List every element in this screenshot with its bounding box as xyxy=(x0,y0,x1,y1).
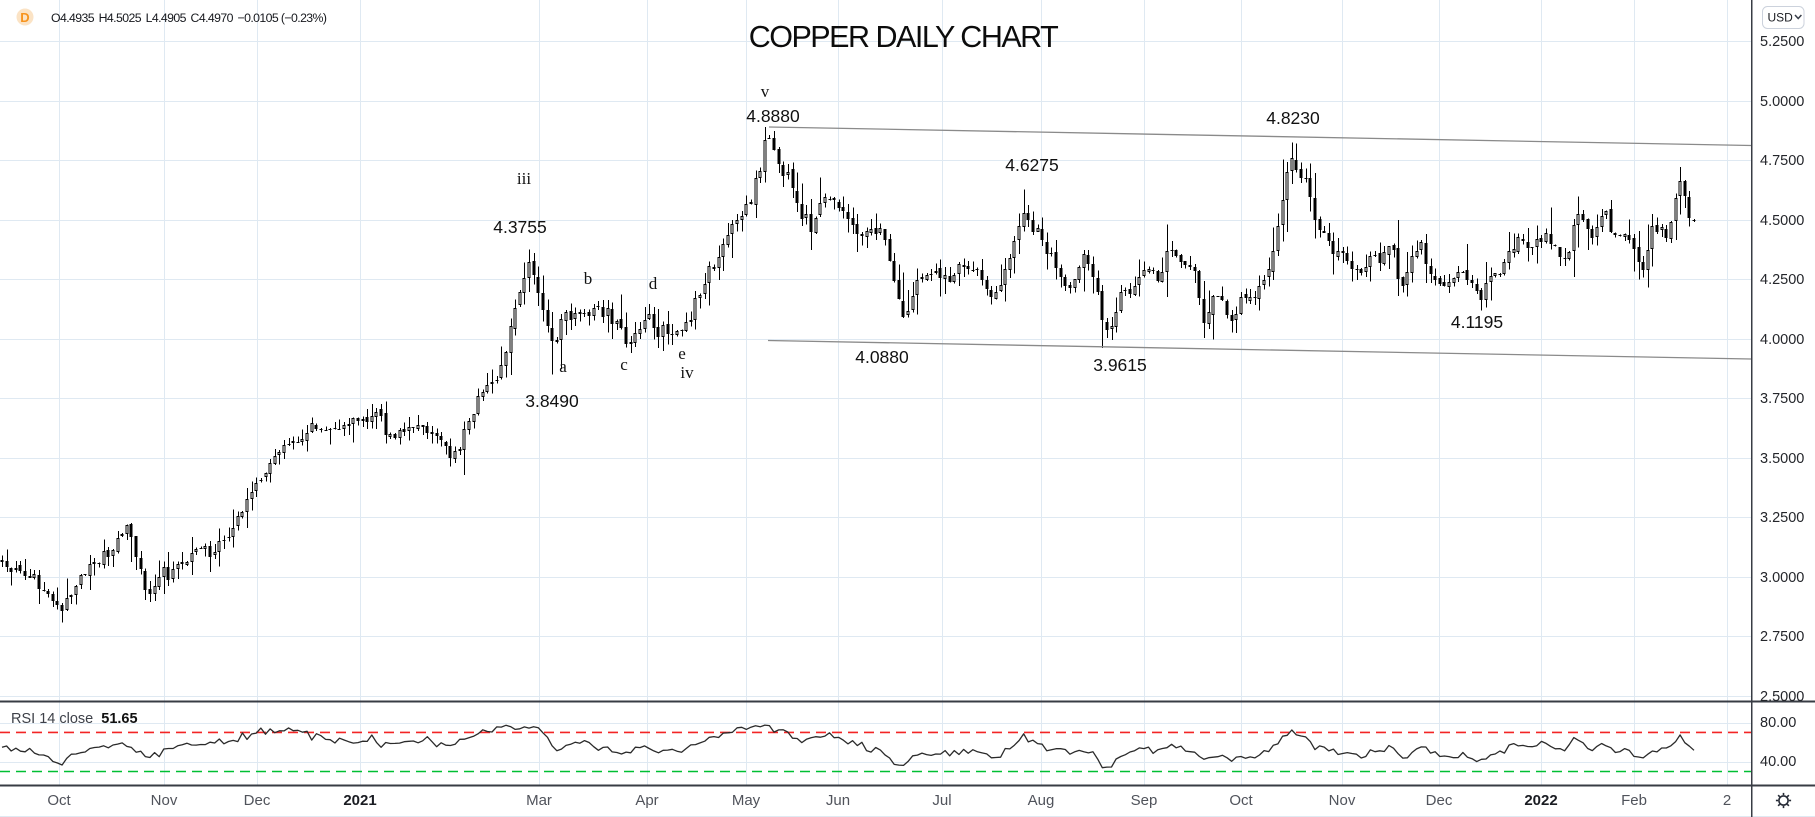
svg-text:4.8880: 4.8880 xyxy=(746,106,800,126)
svg-text:Jun: Jun xyxy=(826,792,850,809)
svg-text:5.2500: 5.2500 xyxy=(1760,34,1804,50)
svg-text:2.5000: 2.5000 xyxy=(1760,689,1804,705)
svg-text:3.9615: 3.9615 xyxy=(1093,355,1147,375)
svg-text:c: c xyxy=(620,355,628,374)
svg-text:2.7500: 2.7500 xyxy=(1760,629,1804,645)
svg-text:4.0000: 4.0000 xyxy=(1760,332,1804,348)
svg-text:Apr: Apr xyxy=(635,792,658,809)
svg-text:5.0000: 5.0000 xyxy=(1760,94,1804,110)
svg-text:Oct: Oct xyxy=(47,792,71,809)
svg-text:O4.4935 H4.5025 L4.4905 C4.: O4.4935 H4.5025 L4.4905 C4.4970 −0.0105 … xyxy=(51,11,327,25)
svg-text:3.0000: 3.0000 xyxy=(1760,570,1804,586)
svg-text:2021: 2021 xyxy=(343,792,376,809)
svg-text:iv: iv xyxy=(680,363,694,382)
svg-text:iii: iii xyxy=(517,169,531,188)
svg-text:D: D xyxy=(20,10,29,25)
svg-text:4.8230: 4.8230 xyxy=(1266,108,1320,128)
svg-text:3.5000: 3.5000 xyxy=(1760,451,1804,467)
svg-text:Dec: Dec xyxy=(1426,792,1453,809)
svg-text:2: 2 xyxy=(1723,792,1731,809)
svg-text:v: v xyxy=(761,82,770,101)
svg-text:Feb: Feb xyxy=(1621,792,1647,809)
svg-text:e: e xyxy=(678,344,686,363)
svg-text:Sep: Sep xyxy=(1131,792,1158,809)
svg-text:3.7500: 3.7500 xyxy=(1760,391,1804,407)
svg-text:4.6275: 4.6275 xyxy=(1005,155,1059,175)
svg-text:4.2500: 4.2500 xyxy=(1760,272,1804,288)
svg-text:d: d xyxy=(649,274,658,293)
svg-text:40.00: 40.00 xyxy=(1760,754,1796,770)
svg-text:Aug: Aug xyxy=(1028,792,1055,809)
svg-text:Mar: Mar xyxy=(526,792,552,809)
svg-text:80.00: 80.00 xyxy=(1760,715,1796,731)
svg-text:Nov: Nov xyxy=(1329,792,1356,809)
svg-text:RSI 14 close 51.65: RSI 14 close 51.65 xyxy=(11,711,138,727)
svg-text:3.2500: 3.2500 xyxy=(1760,510,1804,526)
svg-text:May: May xyxy=(732,792,761,809)
svg-text:a: a xyxy=(559,357,567,376)
svg-text:4.7500: 4.7500 xyxy=(1760,153,1804,169)
svg-text:Oct: Oct xyxy=(1229,792,1253,809)
svg-text:USD: USD xyxy=(1768,11,1794,25)
svg-text:4.3755: 4.3755 xyxy=(493,217,547,237)
svg-text:4.1195: 4.1195 xyxy=(1451,312,1503,332)
svg-text:Jul: Jul xyxy=(932,792,951,809)
svg-text:4.5000: 4.5000 xyxy=(1760,213,1804,229)
svg-text:b: b xyxy=(584,269,593,288)
svg-text:COPPER DAILY CHART: COPPER DAILY CHART xyxy=(749,20,1058,54)
svg-text:3.8490: 3.8490 xyxy=(525,391,579,411)
svg-text:4.0880: 4.0880 xyxy=(855,347,909,367)
svg-text:2022: 2022 xyxy=(1524,792,1557,809)
svg-text:Dec: Dec xyxy=(244,792,271,809)
svg-text:Nov: Nov xyxy=(151,792,178,809)
